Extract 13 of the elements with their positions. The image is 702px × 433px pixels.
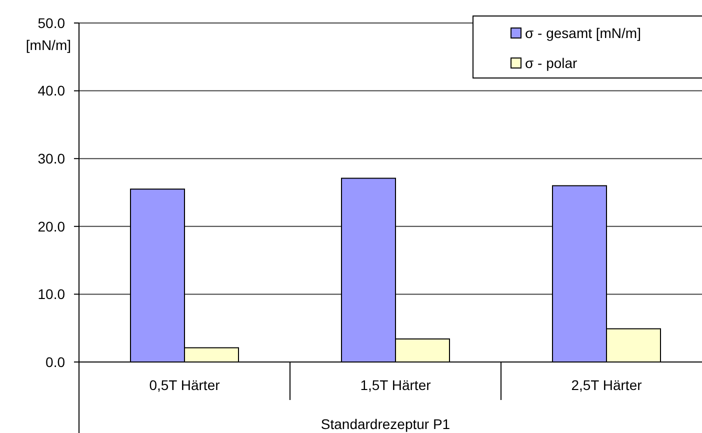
y-axis-title: [mN/m] [26,37,71,53]
legend-label: σ - gesamt [mN/m] [525,24,641,41]
x-tick-label: 0,5T Härter [149,377,220,393]
x-axis-title: Standardrezeptur P1 [320,416,450,432]
y-tick-label: 30.0 [38,150,66,166]
legend-label: σ - polar [525,54,578,71]
y-tick-label: 10.0 [38,286,66,302]
y-tick-label: 20.0 [38,218,66,234]
y-tick-label: 0.0 [46,354,66,370]
y-tick-label: 40.0 [38,82,66,99]
x-tick-label: 1,5T Härter [360,377,432,393]
x-tick-label: 2,5T Härter [571,377,642,393]
y-tick-label: 50.0 [38,14,66,31]
